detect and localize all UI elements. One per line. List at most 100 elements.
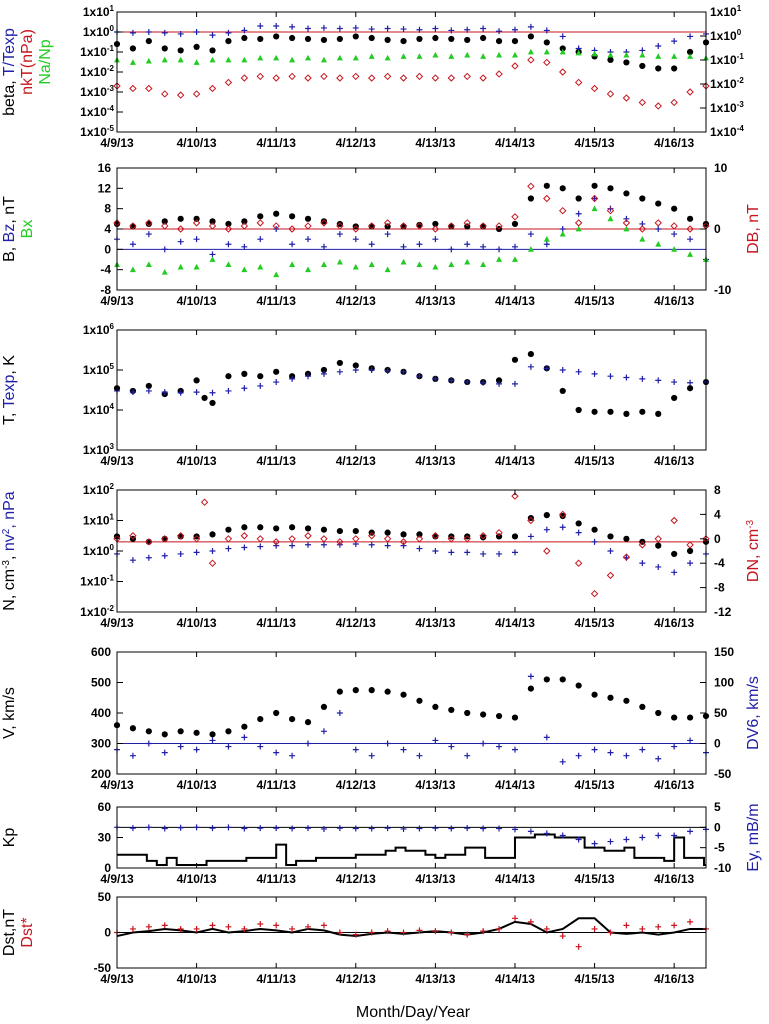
data-point [686,48,694,56]
panel-solar-wind-ratios: 4/9/13 4/10/13 4/11/13 4/12/13 4/13/13 4/14/1… [1,4,744,150]
data-point [559,367,566,373]
x-tick-label: 4/12/13 [336,616,376,630]
data-point [129,266,136,273]
data-point [655,542,662,549]
data-point [129,925,136,932]
data-point [527,231,534,238]
plot-frame [116,329,707,451]
data-point [193,59,200,65]
data-point [400,243,407,250]
data-point [129,557,136,564]
data-point [241,825,248,832]
y-tick-label-right: -50 [714,767,732,781]
data-point [671,231,678,238]
data-point [352,746,359,753]
data-point [129,825,136,832]
data-point [193,29,200,35]
data-point [480,25,487,32]
data-point [448,35,455,43]
data-point [479,222,487,230]
y-tick-label: 1x10-2 [80,64,114,79]
x-tick-label: 4/11/13 [257,136,297,150]
data-point [575,406,582,414]
data-point [368,34,375,42]
data-point [639,375,646,382]
data-point [496,51,503,58]
data-point [464,549,471,556]
data-point [654,102,662,110]
data-point [591,840,598,847]
data-point [496,380,503,387]
data-point [272,74,280,82]
data-point [129,241,136,248]
panel-velocity: 4/9/13 4/10/13 4/11/13 4/12/13 4/13/13 4/14/1… [1,645,762,792]
data-point [304,525,312,532]
data-point [590,194,599,203]
data-point [639,746,646,753]
data-point [145,387,152,394]
data-point [257,54,264,61]
data-point [543,48,550,55]
data-point [639,62,646,70]
y-axis-label: T, Texp, K [1,355,18,425]
data-point [145,261,152,267]
data-point [543,27,550,34]
data-point [622,553,631,561]
data-point [655,241,662,247]
y-tick-label: 1x10-3 [80,84,114,99]
data-point [193,263,200,270]
y-tick-label: 0 [104,242,111,256]
data-point [209,825,216,832]
data-point [208,84,217,93]
data-point [671,714,678,721]
data-point [574,559,583,567]
data-point [527,685,534,692]
data-point [352,362,359,369]
data-point [305,740,312,747]
data-point [368,825,375,832]
data-point [192,535,201,543]
data-point [161,749,168,756]
x-tick-label: 4/10/13 [177,136,217,150]
data-point [607,51,614,58]
y-tick-label: 50 [98,890,112,904]
data-point [591,50,598,57]
data-point [623,59,630,66]
y-tick-label: 1x106 [83,322,115,337]
data-point [559,185,566,192]
x-tick-label: 4/9/13 [100,972,134,986]
data-point [574,78,583,87]
data-point [209,731,216,738]
data-point [384,688,391,695]
data-point [543,39,550,46]
data-point [145,29,152,35]
data-point [384,367,391,374]
data-point [240,74,249,82]
data-point [686,714,694,721]
data-point [193,549,200,556]
data-point [336,368,343,375]
data-point [432,34,439,42]
data-point [607,215,614,222]
data-point [480,534,487,541]
data-point [448,261,455,267]
data-point [591,691,598,698]
data-point [432,25,439,32]
data-point [177,56,184,63]
data-point [209,531,216,538]
data-point [224,535,233,543]
data-point [352,527,359,535]
data-point [511,826,518,833]
data-point [352,24,359,31]
data-point [257,382,264,389]
data-point [161,535,168,542]
data-point [527,673,534,680]
data-point [289,825,296,832]
data-point [352,931,359,938]
data-point [145,923,152,930]
data-point [559,230,566,237]
data-point [527,48,534,55]
data-point [129,59,136,65]
data-point [464,709,471,717]
panel-kp-ey: 4/9/13 4/10/13 4/11/13 4/12/13 4/13/13 4/14/1… [1,800,762,886]
